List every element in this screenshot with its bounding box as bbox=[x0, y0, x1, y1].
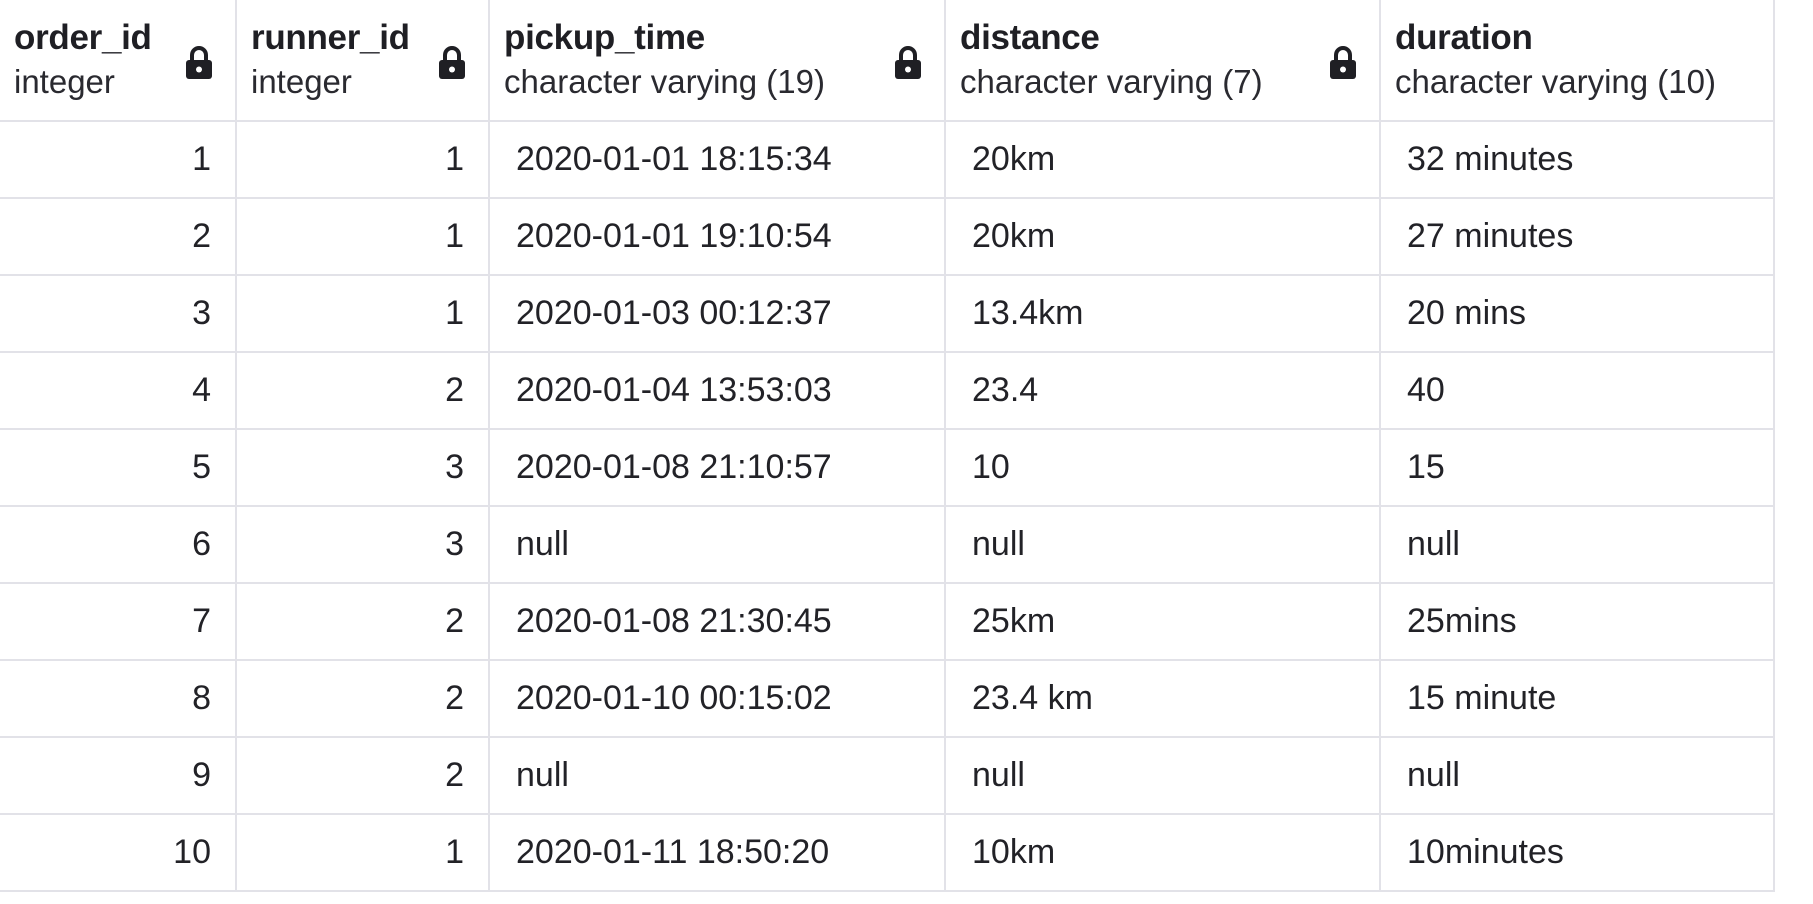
column-type: integer bbox=[14, 63, 115, 100]
table-body: 1 1 2020-01-01 18:15:34 20km 32 minutes 2 1 202… bbox=[0, 121, 1775, 892]
table-row[interactable]: 7 2 2020-01-08 21:30:45 25km 25mins bbox=[0, 583, 1775, 661]
cell-order-id[interactable]: 8 bbox=[0, 660, 237, 738]
table-row[interactable]: 6 3 null null null bbox=[0, 506, 1775, 584]
column-type: character varying (7) bbox=[960, 63, 1263, 100]
cell-pickup-time[interactable]: 2020-01-08 21:10:57 bbox=[489, 429, 946, 507]
cell-runner-id[interactable]: 2 bbox=[236, 660, 490, 738]
cell-runner-id[interactable]: 2 bbox=[236, 583, 490, 661]
column-header-distance[interactable]: distance character varying (7) bbox=[945, 0, 1381, 122]
cell-distance[interactable]: null bbox=[945, 737, 1381, 815]
table-row[interactable]: 8 2 2020-01-10 00:15:02 23.4 km 15 minute bbox=[0, 660, 1775, 738]
cell-duration[interactable]: 27 minutes bbox=[1380, 198, 1775, 276]
cell-order-id[interactable]: 3 bbox=[0, 275, 237, 353]
lock-icon bbox=[438, 46, 466, 80]
cell-order-id[interactable]: 4 bbox=[0, 352, 237, 430]
cell-duration[interactable]: null bbox=[1380, 737, 1775, 815]
cell-pickup-time[interactable]: 2020-01-01 18:15:34 bbox=[489, 121, 946, 199]
cell-distance[interactable]: 20km bbox=[945, 121, 1381, 199]
cell-duration[interactable]: 20 mins bbox=[1380, 275, 1775, 353]
cell-pickup-time[interactable]: null bbox=[489, 506, 946, 584]
header-row: order_id integer runner_id integer pickup_ti… bbox=[0, 0, 1775, 122]
cell-distance[interactable]: 25km bbox=[945, 583, 1381, 661]
cell-duration[interactable]: 10minutes bbox=[1380, 814, 1775, 892]
cell-distance[interactable]: null bbox=[945, 506, 1381, 584]
cell-runner-id[interactable]: 3 bbox=[236, 506, 490, 584]
table-row[interactable]: 5 3 2020-01-08 21:10:57 10 15 bbox=[0, 429, 1775, 507]
cell-duration[interactable]: 32 minutes bbox=[1380, 121, 1775, 199]
results-grid: order_id integer runner_id integer pickup_ti… bbox=[0, 0, 1775, 892]
table-row[interactable]: 2 1 2020-01-01 19:10:54 20km 27 minutes bbox=[0, 198, 1775, 276]
column-name: order_id bbox=[14, 18, 152, 57]
cell-distance[interactable]: 10km bbox=[945, 814, 1381, 892]
table-row[interactable]: 4 2 2020-01-04 13:53:03 23.4 40 bbox=[0, 352, 1775, 430]
column-name: duration bbox=[1395, 18, 1533, 57]
lock-icon bbox=[1329, 46, 1357, 80]
cell-duration[interactable]: null bbox=[1380, 506, 1775, 584]
cell-duration[interactable]: 15 minute bbox=[1380, 660, 1775, 738]
cell-distance[interactable]: 20km bbox=[945, 198, 1381, 276]
cell-distance[interactable]: 13.4km bbox=[945, 275, 1381, 353]
column-type: integer bbox=[251, 63, 352, 100]
cell-runner-id[interactable]: 3 bbox=[236, 429, 490, 507]
column-name: runner_id bbox=[251, 18, 410, 57]
column-type: character varying (19) bbox=[504, 63, 825, 100]
data-table: order_id integer runner_id integer pickup_ti… bbox=[0, 0, 1775, 892]
lock-icon bbox=[185, 46, 213, 80]
cell-pickup-time[interactable]: 2020-01-08 21:30:45 bbox=[489, 583, 946, 661]
cell-runner-id[interactable]: 1 bbox=[236, 121, 490, 199]
cell-order-id[interactable]: 7 bbox=[0, 583, 237, 661]
cell-distance[interactable]: 23.4 bbox=[945, 352, 1381, 430]
cell-order-id[interactable]: 2 bbox=[0, 198, 237, 276]
cell-pickup-time[interactable]: 2020-01-10 00:15:02 bbox=[489, 660, 946, 738]
lock-icon bbox=[894, 46, 922, 80]
cell-pickup-time[interactable]: 2020-01-01 19:10:54 bbox=[489, 198, 946, 276]
cell-runner-id[interactable]: 1 bbox=[236, 275, 490, 353]
cell-order-id[interactable]: 6 bbox=[0, 506, 237, 584]
cell-pickup-time[interactable]: null bbox=[489, 737, 946, 815]
cell-duration[interactable]: 40 bbox=[1380, 352, 1775, 430]
column-name: pickup_time bbox=[504, 18, 705, 57]
cell-pickup-time[interactable]: 2020-01-11 18:50:20 bbox=[489, 814, 946, 892]
table-row[interactable]: 1 1 2020-01-01 18:15:34 20km 32 minutes bbox=[0, 121, 1775, 199]
table-row[interactable]: 10 1 2020-01-11 18:50:20 10km 10minutes bbox=[0, 814, 1775, 892]
column-name: distance bbox=[960, 18, 1100, 57]
cell-order-id[interactable]: 10 bbox=[0, 814, 237, 892]
cell-distance[interactable]: 23.4 km bbox=[945, 660, 1381, 738]
column-header-pickup-time[interactable]: pickup_time character varying (19) bbox=[489, 0, 946, 122]
cell-distance[interactable]: 10 bbox=[945, 429, 1381, 507]
cell-order-id[interactable]: 1 bbox=[0, 121, 237, 199]
cell-duration[interactable]: 15 bbox=[1380, 429, 1775, 507]
cell-runner-id[interactable]: 1 bbox=[236, 814, 490, 892]
table-row[interactable]: 3 1 2020-01-03 00:12:37 13.4km 20 mins bbox=[0, 275, 1775, 353]
cell-runner-id[interactable]: 2 bbox=[236, 737, 490, 815]
cell-pickup-time[interactable]: 2020-01-03 00:12:37 bbox=[489, 275, 946, 353]
column-type: character varying (10) bbox=[1395, 63, 1716, 100]
table-row[interactable]: 9 2 null null null bbox=[0, 737, 1775, 815]
cell-pickup-time[interactable]: 2020-01-04 13:53:03 bbox=[489, 352, 946, 430]
column-header-duration[interactable]: duration character varying (10) bbox=[1380, 0, 1775, 122]
cell-duration[interactable]: 25mins bbox=[1380, 583, 1775, 661]
cell-runner-id[interactable]: 1 bbox=[236, 198, 490, 276]
cell-order-id[interactable]: 9 bbox=[0, 737, 237, 815]
cell-runner-id[interactable]: 2 bbox=[236, 352, 490, 430]
table-header: order_id integer runner_id integer pickup_ti… bbox=[0, 0, 1775, 122]
cell-order-id[interactable]: 5 bbox=[0, 429, 237, 507]
